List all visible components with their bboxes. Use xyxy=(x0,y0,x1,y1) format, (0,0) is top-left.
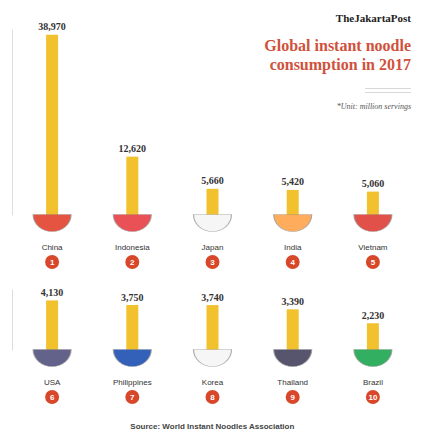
svg-text:3: 3 xyxy=(210,258,215,267)
svg-text:5,060: 5,060 xyxy=(362,178,385,189)
svg-text:Korea: Korea xyxy=(202,378,224,387)
svg-text:6: 6 xyxy=(50,393,55,402)
svg-text:Philippines: Philippines xyxy=(113,378,152,387)
svg-text:5,660: 5,660 xyxy=(201,175,224,186)
svg-text:9: 9 xyxy=(290,393,295,402)
svg-text:2,230: 2,230 xyxy=(362,310,385,321)
svg-text:4,130: 4,130 xyxy=(41,287,64,298)
svg-text:10: 10 xyxy=(368,393,377,402)
svg-text:Vietnam: Vietnam xyxy=(358,243,388,252)
svg-text:Global instant noodle: Global instant noodle xyxy=(264,37,411,54)
svg-text:TheJakartaPost: TheJakartaPost xyxy=(336,12,412,24)
svg-text:Thailand: Thailand xyxy=(277,378,308,387)
svg-text:consumption in 2017: consumption in 2017 xyxy=(270,56,411,74)
svg-text:China: China xyxy=(42,243,63,252)
svg-text:5,420: 5,420 xyxy=(281,176,304,187)
svg-text:8: 8 xyxy=(210,393,215,402)
svg-text:3,740: 3,740 xyxy=(201,292,224,303)
svg-text:Brazil: Brazil xyxy=(363,378,383,387)
svg-text:7: 7 xyxy=(130,393,135,402)
svg-text:3,750: 3,750 xyxy=(121,292,144,303)
svg-text:12,620: 12,620 xyxy=(119,143,147,154)
svg-text:5: 5 xyxy=(371,258,376,267)
svg-text:India: India xyxy=(284,243,302,252)
svg-text:Source: World Instant Noodles: Source: World Instant Noodles Associatio… xyxy=(130,422,294,431)
svg-text:38,970: 38,970 xyxy=(38,21,66,32)
svg-text:USA: USA xyxy=(44,378,61,387)
svg-text:4: 4 xyxy=(290,258,295,267)
svg-text:Japan: Japan xyxy=(202,243,224,252)
svg-text:1: 1 xyxy=(50,258,55,267)
svg-text:2: 2 xyxy=(130,258,135,267)
svg-text:3,390: 3,390 xyxy=(281,296,304,307)
svg-text:Indonesia: Indonesia xyxy=(115,243,150,252)
svg-text:*Unit: million servings: *Unit: million servings xyxy=(337,102,411,111)
